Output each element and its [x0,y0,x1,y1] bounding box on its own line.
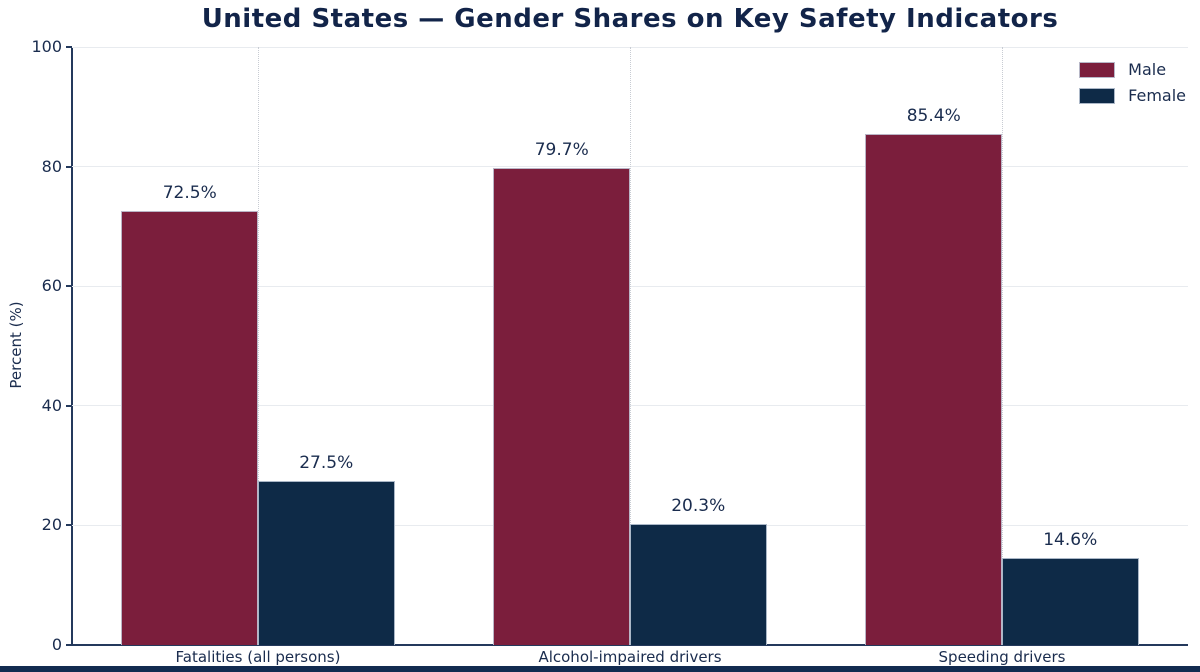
legend-label: Male [1128,60,1167,79]
vertical-gridline [1002,47,1003,645]
y-tick-mark [66,404,72,407]
vertical-gridline [630,47,631,645]
x-category-label: Alcohol-impaired drivers [538,648,722,666]
y-tick-label: 0 [51,635,62,654]
female-bar [258,480,395,645]
chart-title: United States — Gender Shares on Key Saf… [201,4,1059,34]
footer-accent-bar [0,666,1200,672]
bar-value-label: 20.3% [671,495,726,516]
legend: Male Female [1079,60,1186,105]
male-bar [493,168,630,645]
y-tick-label: 20 [41,515,62,535]
legend-swatch [1079,87,1116,104]
bar-value-label: 79.7% [534,140,589,161]
female-bar [630,523,767,645]
legend-item: Female [1079,86,1186,105]
male-bar [121,211,258,645]
y-axis-spine [71,47,73,645]
legend-label: Female [1128,86,1186,105]
y-tick-mark [66,46,72,48]
y-tick-mark [66,285,72,288]
x-axis-spine [71,644,1188,646]
male-bar [865,134,1002,645]
y-tick-label: 60 [41,276,62,296]
y-tick-mark [66,165,72,168]
y-tick-mark [66,644,72,646]
legend-swatch [1079,61,1116,78]
y-tick-label: 80 [41,156,62,176]
bar-value-label: 27.5% [299,452,354,473]
y-tick-label: 40 [41,395,62,415]
x-category-label: Speeding drivers [938,648,1066,666]
x-category-label: Fatalities (all persons) [175,648,341,666]
bar-value-label: 14.6% [1043,529,1098,550]
bar-value-label: 85.4% [906,106,961,127]
y-tick-label: 100 [31,37,62,56]
y-tick-mark [66,524,72,527]
legend-item: Male [1079,60,1186,79]
bar-value-label: 72.5% [162,183,217,204]
female-bar [1002,557,1139,645]
vertical-gridline [258,47,259,645]
